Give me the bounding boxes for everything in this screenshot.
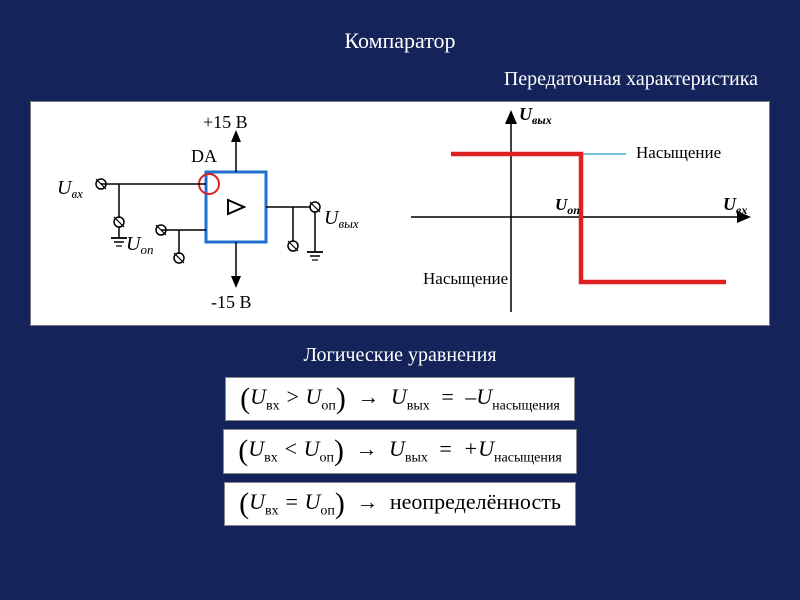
page-title: Компаратор: [0, 0, 800, 54]
x-axis-label: Uвх: [723, 194, 747, 217]
minus-rail-label: -15 В: [211, 292, 252, 312]
u-ref-graph-label: Uоп: [555, 195, 580, 217]
sat-top-label: Насыщение: [636, 143, 721, 162]
u-in-label: Uвх: [57, 177, 83, 201]
equation-3: (Uвх = Uоп) → неопределённость: [224, 482, 576, 526]
da-label: DA: [191, 146, 217, 166]
y-axis-label: Uвых: [519, 104, 552, 127]
equation-2: (Uвх < Uоп) → Uвых = +Uнасыщения: [223, 429, 577, 473]
plus-rail-label: +15 В: [203, 112, 248, 132]
subtitle: Передаточная характеристика: [0, 68, 800, 91]
u-out-label: Uвых: [324, 207, 359, 231]
sat-bot-label: Насыщение: [423, 269, 508, 288]
transfer-graph: Uвых Uвх Uоп Насыщение Насыщение: [381, 102, 761, 327]
circuit-diagram: DA +15 В -15 В Uвх Uоп: [31, 102, 371, 327]
equations-block: (Uвх > Uоп) → Uвых = –Uнасыщения (Uвх < …: [0, 377, 800, 526]
diagram-panel: DA +15 В -15 В Uвх Uоп: [30, 101, 770, 326]
logic-title: Логические уравнения: [0, 344, 800, 367]
u-ref-label: Uоп: [126, 233, 153, 257]
equation-1: (Uвх > Uоп) → Uвых = –Uнасыщения: [225, 377, 575, 421]
